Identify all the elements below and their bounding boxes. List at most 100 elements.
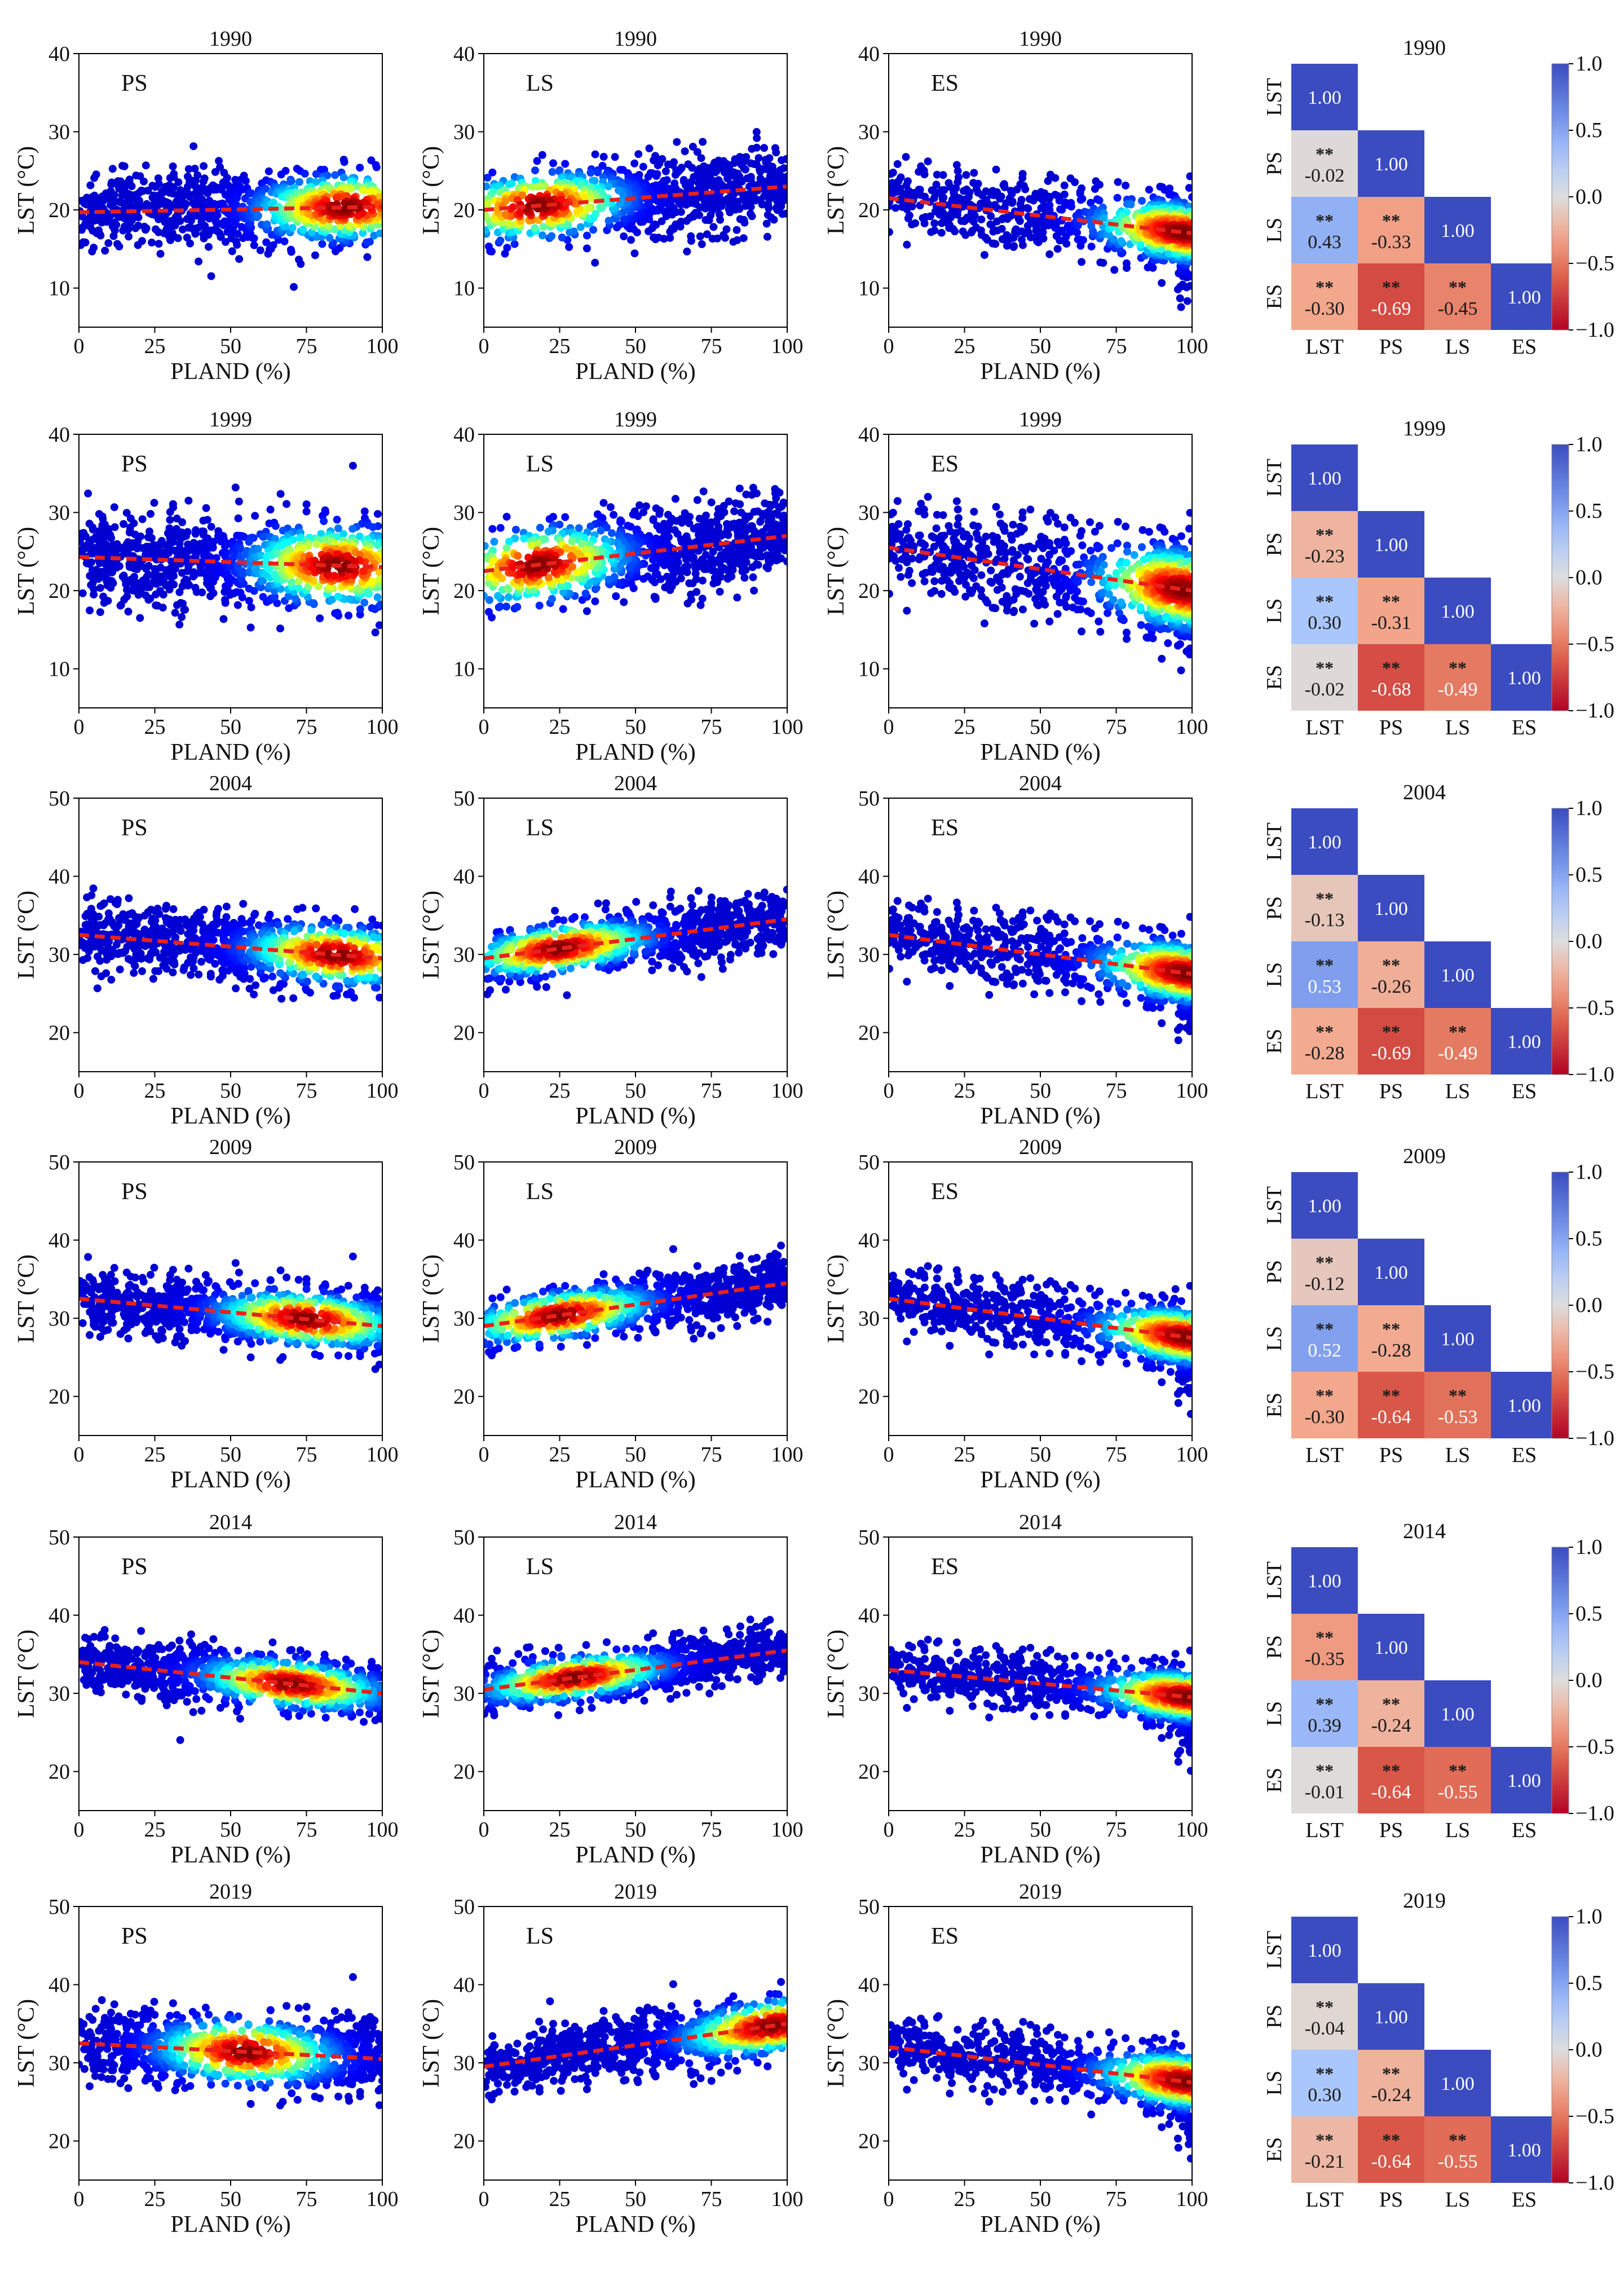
scatter-point [582, 244, 591, 253]
scatter-point [288, 224, 297, 232]
scatter-point [620, 215, 628, 223]
scatter-point [531, 166, 539, 175]
scatter-point [196, 563, 205, 571]
scatter-point [504, 584, 512, 592]
scatter-point [738, 567, 747, 575]
scatter-point [277, 170, 285, 179]
scatter-point [965, 192, 973, 201]
scatter-point [699, 138, 707, 146]
scatter-point [692, 575, 700, 583]
scatter-point [215, 157, 223, 165]
heatmap-cell [1358, 263, 1424, 330]
scatter-point [484, 542, 489, 550]
y-tick-label: 30 [453, 121, 475, 144]
scatter-point [369, 523, 377, 531]
colorbar-tick-label: −0.5 [1576, 252, 1614, 275]
colorbar-tick-label: 0.5 [1576, 118, 1603, 142]
scatter-point [516, 208, 524, 217]
scatter-point [567, 552, 575, 560]
x-tick-label: 25 [954, 334, 976, 358]
scatter-point [689, 143, 697, 151]
scatter-point [889, 169, 897, 177]
scatter-point [331, 171, 339, 179]
scatter-point [213, 227, 222, 235]
scatter-point [147, 510, 155, 518]
scatter-point [969, 217, 978, 226]
scatter-point [158, 604, 167, 612]
y-tick-label: 30 [48, 501, 70, 525]
correlation-value: -0.33 [1371, 232, 1411, 253]
scatter-point [91, 549, 99, 558]
scatter-point [612, 592, 620, 600]
scatter-point [722, 225, 731, 234]
scatter-point [921, 541, 929, 549]
scatter-point [484, 243, 493, 250]
scatter-point [373, 510, 382, 518]
scatter-point [202, 504, 210, 512]
scatter-point [970, 169, 978, 177]
scatter-point [620, 232, 628, 240]
scatter-point [1158, 279, 1166, 287]
scatter-point [627, 579, 636, 588]
scatter-point [291, 594, 299, 602]
scatter-point [270, 587, 279, 595]
scatter-point [144, 186, 152, 195]
scatter-point [513, 603, 522, 611]
scatter-point [174, 178, 183, 187]
scatter-point [311, 178, 320, 186]
scatter-point [690, 525, 698, 533]
scatter-point [970, 508, 978, 516]
y-tick-label: 10 [48, 277, 70, 301]
scatter-point [1087, 209, 1095, 217]
scatter-point [488, 168, 497, 177]
scatter-point [1078, 258, 1085, 266]
scatter-point [373, 541, 382, 549]
scatter-point [1010, 606, 1018, 615]
scatter-point [176, 217, 184, 225]
scatter-point [561, 160, 570, 168]
scatter-point [328, 596, 336, 604]
scatter-point [591, 258, 599, 267]
trend-line [483, 184, 788, 212]
scatter-point [166, 516, 174, 524]
scatter-point [1003, 592, 1011, 600]
heatmap-cell [1358, 197, 1424, 263]
scatter-point [897, 573, 905, 581]
scatter-point [535, 601, 544, 610]
scatter-point [772, 556, 780, 565]
scatter-point [1039, 228, 1047, 236]
scatter-point [203, 516, 211, 524]
scatter-point [135, 196, 143, 205]
scatter-point [240, 532, 248, 541]
scatter-point [86, 606, 94, 615]
scatter-point [996, 510, 1004, 519]
y-tick-label: 20 [48, 579, 70, 603]
scatter-point [736, 215, 744, 223]
scatter-point [561, 513, 570, 521]
scatter-point [678, 538, 686, 546]
scatter-point [663, 573, 671, 581]
scatter-point [1145, 186, 1153, 194]
y-tick-label: 30 [453, 501, 475, 525]
scatter-point [247, 603, 255, 611]
scatter-point [112, 221, 121, 229]
scatter-point [1127, 200, 1135, 209]
scatter-point [318, 240, 326, 248]
significance-marker: ** [1316, 144, 1334, 164]
scatter-point [589, 226, 597, 234]
scatter-point [494, 570, 502, 578]
scatter-point [104, 597, 112, 605]
heatmap-cell [1424, 263, 1491, 330]
scatter-point [360, 186, 368, 195]
scatter-point [732, 226, 741, 234]
scatter-point [694, 179, 703, 187]
scatter-point [651, 220, 659, 228]
scatter-point [748, 563, 757, 571]
scatter-point [615, 186, 623, 195]
scatter-point [375, 575, 382, 584]
scatter-point [295, 256, 303, 264]
scatter-point [749, 573, 757, 582]
scatter-point [708, 235, 717, 243]
heatmap-x-label: PS [1379, 335, 1403, 359]
scatter-point [511, 526, 520, 534]
